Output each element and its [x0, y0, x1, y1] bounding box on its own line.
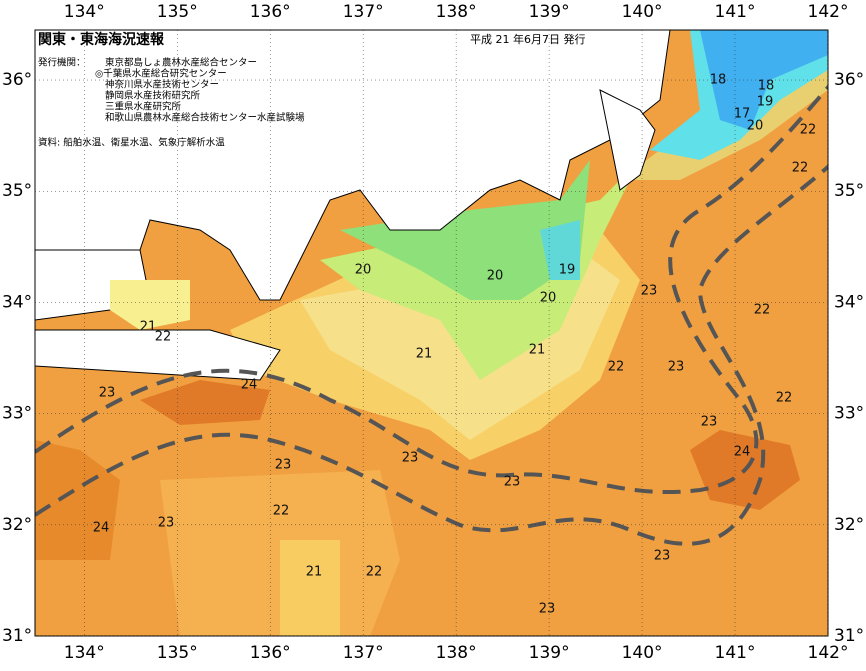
contour-label: 19 — [559, 263, 576, 278]
contour-label: 20 — [540, 291, 557, 306]
lon-label: 134° — [64, 643, 105, 663]
lat-label: 33° — [834, 404, 864, 424]
contour-label: 21 — [306, 565, 323, 580]
contour-label: 24 — [241, 378, 258, 393]
contour-label: 22 — [792, 161, 809, 176]
kuroshio-north — [35, 84, 828, 495]
lon-label: 136° — [250, 643, 291, 663]
contour-label: 17 — [734, 107, 751, 122]
lat-label: 31° — [834, 626, 864, 646]
issuer-list: 東京都島しょ農林水産総合センター◎千葉県水産総合研究センター神奈川県水産技術セン… — [95, 57, 305, 124]
lat-label: 34° — [834, 292, 864, 312]
lat-label: 31° — [2, 626, 32, 646]
lat-label: 34° — [2, 292, 32, 312]
contour-label: 23 — [668, 360, 685, 375]
lat-label: 35° — [2, 181, 32, 201]
issuer: ◎千葉県水産総合研究センター — [95, 68, 227, 80]
issuer: 和歌山県農林水産総合技術センター水産試験場 — [105, 112, 305, 124]
issuer-label: 発行機関： — [38, 57, 86, 69]
issuer: 神奈川県水産技術センター — [105, 79, 219, 91]
sea-24 — [35, 440, 120, 560]
kuroshio-south — [35, 164, 828, 546]
lat-label: 36° — [834, 70, 864, 90]
contour-label: 22 — [800, 123, 817, 138]
sea-21 — [280, 540, 340, 636]
contour-label: 24 — [734, 445, 751, 460]
sea-19 — [340, 160, 590, 300]
lon-label: 134° — [64, 2, 105, 22]
contour-label: 20 — [355, 263, 372, 278]
contour-label: 23 — [654, 549, 671, 564]
contour-label: 20 — [747, 119, 764, 134]
issue-date: 平成 21 年6月7日 発行 — [470, 32, 585, 46]
lon-label: 140° — [622, 643, 663, 663]
sea-22 — [110, 280, 190, 330]
lon-label: 139° — [529, 643, 570, 663]
lat-label: 36° — [2, 70, 32, 90]
map-area — [35, 30, 828, 636]
contour-label: 18 — [758, 79, 775, 94]
lat-label: 33° — [2, 404, 32, 424]
contour-label: 22 — [754, 303, 771, 318]
contour-label: 22 — [776, 391, 793, 406]
sea-24 — [140, 380, 270, 425]
contour-label: 23 — [99, 386, 116, 401]
contour-label: 22 — [273, 504, 290, 519]
contour-label: 22 — [608, 360, 625, 375]
lon-label: 135° — [157, 2, 198, 22]
land-boso — [599, 89, 656, 191]
contour-label: 18 — [710, 73, 727, 88]
lon-label: 138° — [436, 2, 477, 22]
data-source: 資料: 船舶水温、衛星水温、気象庁解析水温 — [38, 137, 225, 149]
land-honshu — [35, 30, 671, 301]
contour-label: 20 — [487, 269, 504, 284]
lon-label: 137° — [343, 643, 384, 663]
contour-label: 24 — [93, 521, 110, 536]
lat-label: 35° — [834, 181, 864, 201]
contour-label: 23 — [504, 475, 521, 490]
lon-label: 140° — [622, 2, 663, 22]
lon-label: 135° — [157, 643, 198, 663]
contour-label: 23 — [158, 516, 175, 531]
lon-label: 142° — [808, 2, 849, 22]
contour-label: 23 — [275, 458, 292, 473]
lon-label: 137° — [343, 2, 384, 22]
contour-label: 19 — [757, 95, 774, 110]
issuer: 東京都島しょ農林水産総合センター — [105, 57, 257, 69]
sea-19 — [540, 220, 580, 280]
title: 関東・東海海況速報 — [38, 31, 165, 48]
lon-label: 138° — [436, 643, 477, 663]
contour-label: 21 — [140, 320, 157, 335]
lon-label: 141° — [715, 2, 756, 22]
contour-label: 23 — [641, 284, 658, 299]
contour-label: 23 — [701, 415, 718, 430]
contour-label: 23 — [402, 451, 419, 466]
contour-label: 21 — [416, 347, 433, 362]
issuer: 静岡県水産技術研究所 — [105, 90, 201, 102]
contour-label: 22 — [155, 330, 172, 345]
lon-label: 139° — [529, 2, 570, 22]
contour-label: 21 — [529, 343, 546, 358]
lon-label: 141° — [715, 643, 756, 663]
contour-label: 22 — [366, 565, 383, 580]
lat-label: 32° — [2, 515, 32, 535]
land-kii — [35, 329, 281, 381]
lon-label: 142° — [808, 643, 849, 663]
contour-label: 23 — [539, 602, 556, 617]
issuer: 三重県水産研究所 — [105, 101, 182, 113]
lon-label: 136° — [250, 2, 291, 22]
lat-label: 32° — [834, 515, 864, 535]
